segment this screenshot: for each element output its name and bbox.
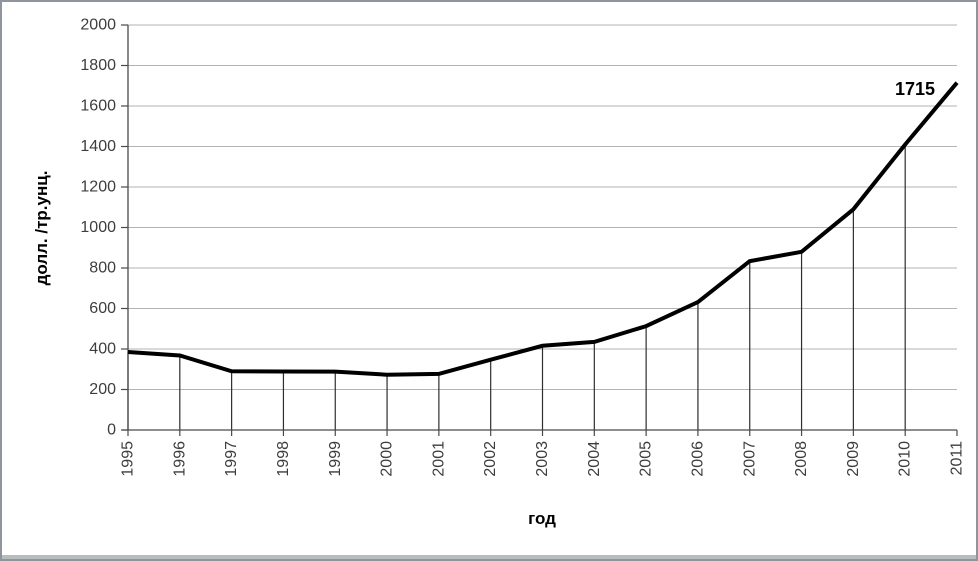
y-axis-title: долл. /тр.унц. [32,171,51,286]
y-tick-label: 1200 [80,179,116,196]
x-tick-label: 2006 [689,441,706,477]
y-tick-label: 0 [107,422,116,439]
y-tick-label: 1800 [80,57,116,74]
price-line [127,81,959,377]
x-tick-label: 2008 [793,441,810,477]
series [127,81,959,377]
x-tick-label: 1997 [223,441,240,477]
x-tick-label: 1996 [171,441,188,477]
y-tick-label: 200 [89,381,116,398]
x-tick-label: 2001 [430,441,447,477]
y-tick-label: 1000 [80,219,116,236]
y-tick-label: 1400 [80,138,116,155]
y-tick-label: 600 [89,300,116,317]
y-tick-labels: 0 200 400 600 800 1000 1200 1400 1600 1800 2000 [80,17,116,439]
y-tick-label: 400 [89,341,116,358]
x-tick-labels: 1995 1996 1997 1998 1999 2000 2001 2002 2003 2004… [120,441,966,477]
x-tick-label: 2000 [379,441,396,477]
y-tick-label: 800 [89,260,116,277]
x-tick-label: 2004 [586,441,603,477]
y-tick-label: 2000 [80,17,116,34]
x-tick-label: 2007 [741,441,758,477]
x-tick-label: 1995 [120,441,137,477]
last-point-label: 1715 [895,79,935,99]
x-tick-label: 1999 [327,441,344,477]
x-tick-label: 2002 [482,441,499,477]
x-tick-label: 2003 [534,441,551,477]
x-tick-label: 2011 [949,441,966,476]
x-axis-title: год [528,509,556,528]
y-tick-label: 1600 [80,98,116,115]
x-tick-label: 2009 [845,441,862,477]
axes [121,24,958,436]
gridlines [128,24,957,390]
x-tick-label: 1998 [275,441,292,477]
x-tick-label: 2010 [897,441,914,477]
x-tick-label: 2005 [638,441,655,477]
